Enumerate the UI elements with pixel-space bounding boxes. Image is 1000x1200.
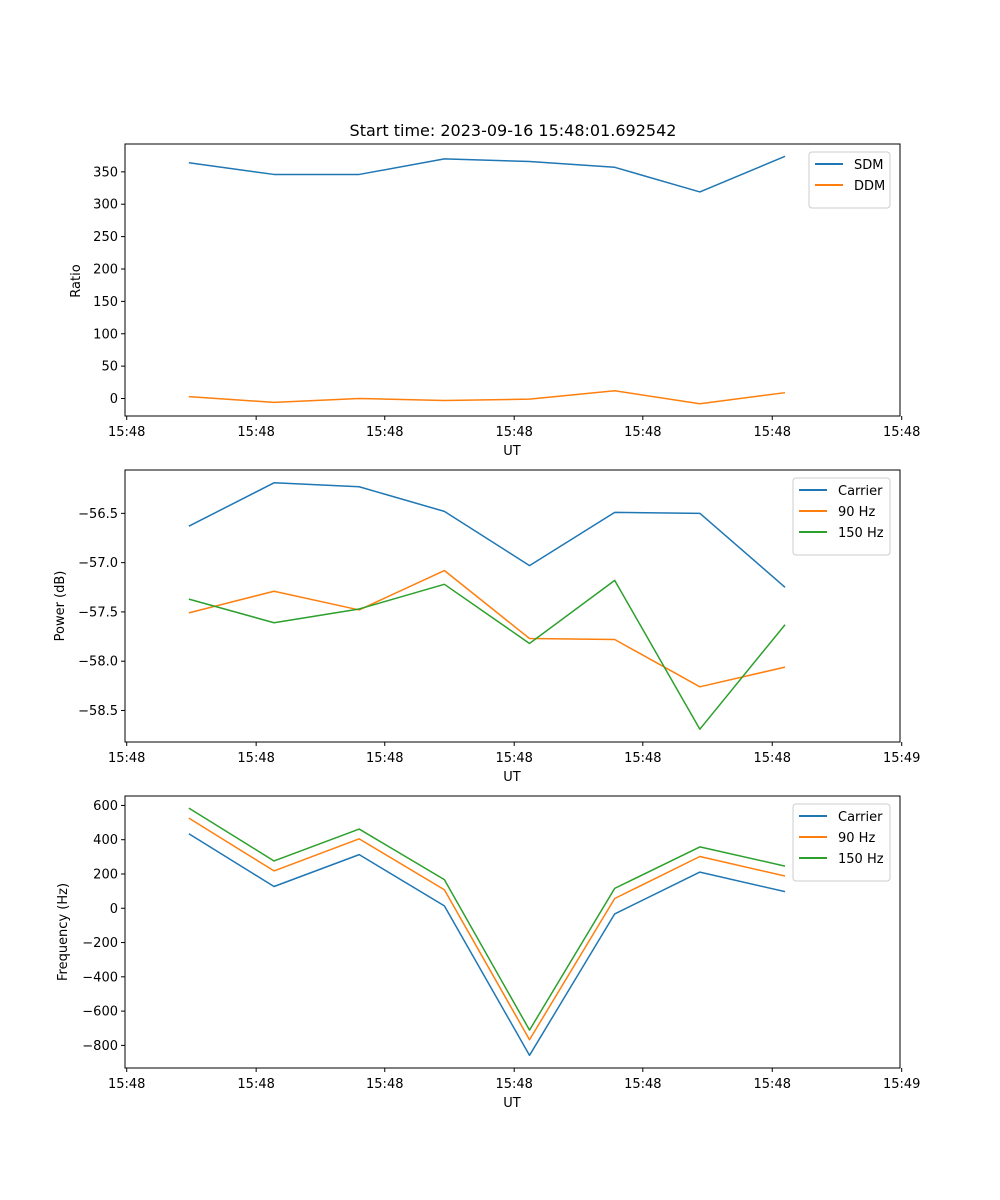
legend: Carrier 90 Hz 150 Hz [792, 477, 891, 556]
legend-label: 90 Hz [838, 505, 875, 520]
power-panel: −58.5 −58.0 −57.5 −57.0 −56.5 15:48 15:48 15:48… [53, 469, 920, 785]
x-tick-label: 15:48 [883, 425, 920, 440]
x-tick-label: 15:48 [366, 1077, 403, 1092]
x-tick-label: 15:48 [495, 751, 532, 766]
y-tick-label: −58.5 [78, 704, 118, 719]
series-line-150-hz [188, 579, 786, 730]
y-tick-label: −400 [82, 970, 118, 985]
x-tick-label: 15:49 [883, 751, 920, 766]
x-tick-label: 15:48 [495, 425, 532, 440]
y-tick-label: 0 [110, 392, 118, 407]
y-tick-label: 150 [93, 295, 118, 310]
y-tick-label: 50 [101, 360, 118, 375]
legend-label: Carrier [838, 484, 883, 499]
x-tick-label: 15:48 [624, 1077, 661, 1092]
x-tick-label: 15:48 [624, 751, 661, 766]
y-tick-label: 300 [93, 198, 118, 213]
series-line-carrier [188, 482, 786, 588]
x-tick-label: 15:48 [754, 751, 791, 766]
y-tick-label: 200 [93, 867, 118, 882]
legend-box [792, 477, 891, 556]
y-tick-label: 0 [110, 902, 118, 917]
x-tick-label: 15:48 [237, 751, 274, 766]
series-line-ddm [188, 389, 786, 405]
x-tick-label: 15:48 [237, 425, 274, 440]
legend-box [792, 803, 891, 882]
series-line-sdm [188, 155, 786, 193]
legend-label: 150 Hz [838, 526, 884, 541]
y-tick-label: 250 [93, 230, 118, 245]
legend-label: SDM [854, 158, 883, 173]
y-axis-label: Frequency (Hz) [56, 883, 71, 981]
ratio-panel: Start time: 2023-09-16 15:48:01.692542 0… [69, 121, 920, 459]
legend-box [808, 151, 891, 209]
x-tick-label: 15:48 [495, 1077, 532, 1092]
y-axis-label: Ratio [69, 264, 84, 297]
chart-title: Start time: 2023-09-16 15:48:01.692542 [350, 121, 677, 140]
y-tick-label: 350 [93, 165, 118, 180]
legend-label: DDM [854, 179, 885, 194]
y-tick-label: −56.5 [78, 507, 118, 522]
x-axis-label: UT [503, 1096, 521, 1111]
y-tick-label: −57.0 [78, 556, 118, 571]
x-tick-label: 15:48 [108, 1077, 145, 1092]
y-tick-label: 400 [93, 833, 118, 848]
series-line-90-hz [188, 569, 786, 688]
plot-frame [124, 795, 901, 1069]
x-tick-label: 15:49 [883, 1077, 920, 1092]
legend: SDM DDM [808, 151, 891, 209]
y-tick-label: 200 [93, 262, 118, 277]
y-tick-label: −57.5 [78, 605, 118, 620]
plot-frame [124, 469, 901, 743]
x-tick-label: 15:48 [754, 1077, 791, 1092]
y-tick-label: 600 [93, 799, 118, 814]
y-tick-label: −58.0 [78, 655, 118, 670]
x-tick-label: 15:48 [366, 751, 403, 766]
frequency-panel: −800 −600 −400 −200 0 200 400 600 15:48 15:48 15:4… [56, 795, 920, 1111]
plot-frame [124, 143, 901, 417]
y-tick-label: −600 [82, 1005, 118, 1020]
x-tick-label: 15:48 [237, 1077, 274, 1092]
x-tick-label: 15:48 [624, 425, 661, 440]
x-tick-label: 15:48 [108, 751, 145, 766]
legend: Carrier 90 Hz 150 Hz [792, 803, 891, 882]
legend-label: Carrier [838, 810, 883, 825]
y-tick-label: 100 [93, 327, 118, 342]
x-tick-label: 15:48 [108, 425, 145, 440]
x-tick-label: 15:48 [754, 425, 791, 440]
y-axis-label: Power (dB) [53, 571, 68, 642]
legend-label: 150 Hz [838, 852, 884, 867]
y-tick-label: −800 [82, 1039, 118, 1054]
series-line-carrier [188, 833, 786, 1057]
x-tick-label: 15:48 [366, 425, 403, 440]
x-axis-label: UT [503, 770, 521, 785]
legend-label: 90 Hz [838, 831, 875, 846]
series-line-150-hz [188, 807, 786, 1031]
x-axis-label: UT [503, 444, 521, 459]
series-line-90-hz [188, 817, 786, 1041]
y-tick-label: −200 [82, 936, 118, 951]
